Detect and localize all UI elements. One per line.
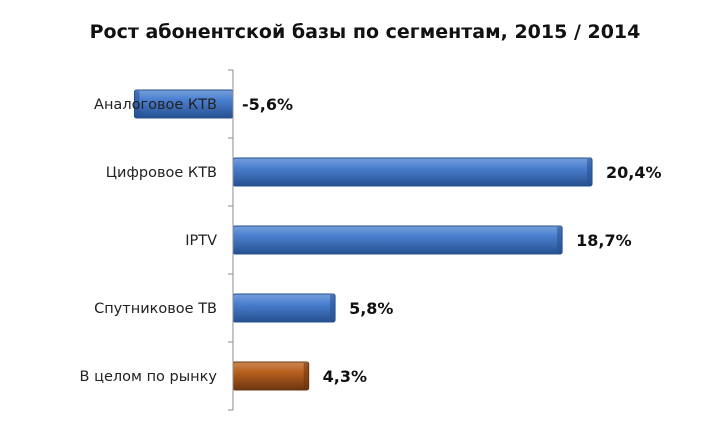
bar — [232, 157, 593, 187]
category-labels: Аналоговое КТВ Цифровое КТВ IPTV Спутниково… — [80, 97, 218, 385]
category-label: Цифровое КТВ — [106, 165, 217, 181]
bar-cap — [557, 227, 563, 253]
bar-cap — [303, 363, 309, 389]
value-label: 4,3% — [323, 367, 367, 386]
category-label: Спутниковое ТВ — [94, 301, 217, 317]
category-axis — [228, 69, 234, 411]
bar — [232, 225, 563, 255]
bar — [232, 293, 336, 323]
bar-cap — [587, 159, 593, 185]
value-labels: -5,6% 20,4% 18,7% 5,8% 4,3% — [242, 95, 662, 386]
category-label: В целом по рынку — [80, 369, 218, 385]
bar — [232, 361, 310, 391]
value-label: 18,7% — [576, 231, 632, 250]
bar-cap — [330, 295, 336, 321]
bar-cap — [134, 91, 140, 117]
value-label: 20,4% — [606, 163, 662, 182]
value-label: -5,6% — [242, 95, 293, 114]
category-label: IPTV — [185, 233, 217, 249]
chart-title: Рост абонентской базы по сегментам, 2015… — [90, 21, 641, 43]
category-label: Аналоговое КТВ — [94, 97, 217, 113]
value-label: 5,8% — [349, 299, 393, 318]
